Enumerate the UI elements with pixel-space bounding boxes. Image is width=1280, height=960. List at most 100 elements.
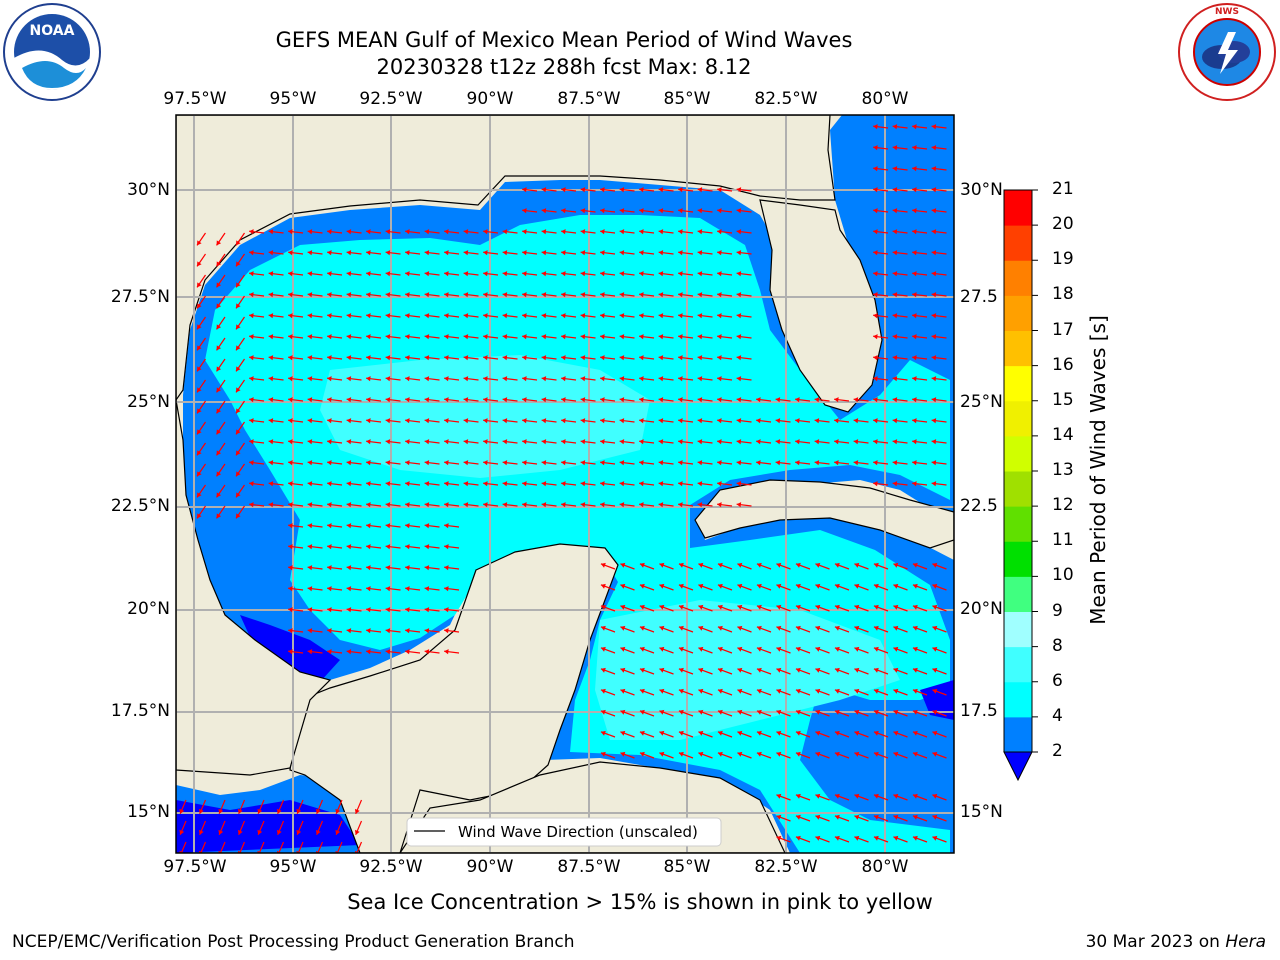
wind-arrow-head xyxy=(600,625,606,631)
wind-arrow-head xyxy=(931,397,937,403)
wind-arrow-head xyxy=(197,471,202,477)
wind-arrow-head xyxy=(639,625,645,631)
wind-arrow-head xyxy=(483,313,488,319)
wind-arrow-head xyxy=(424,523,430,529)
wind-arrow-head xyxy=(854,625,860,631)
wind-arrow-head xyxy=(522,502,527,508)
wind-arrow-head xyxy=(639,229,644,235)
wind-arrow-head xyxy=(639,604,645,610)
wind-arrow-head xyxy=(776,604,782,610)
wind-arrow-head xyxy=(249,355,254,361)
wind-arrow-head xyxy=(600,460,605,466)
wind-arrow-head xyxy=(834,625,840,631)
wind-arrow-head xyxy=(795,835,801,841)
wind-arrow-head xyxy=(580,376,586,382)
mexico-land xyxy=(176,399,332,776)
wind-arrow-head xyxy=(600,667,606,673)
wind-arrow-head xyxy=(580,271,586,277)
wind-arrow-head xyxy=(698,730,704,736)
lat-label-left: 30°N xyxy=(127,180,170,200)
wind-arrow-head xyxy=(346,523,352,529)
wind-arrow-head xyxy=(795,646,801,652)
wind-arrow-head xyxy=(561,208,566,214)
wind-arrow-head xyxy=(366,229,371,235)
wind-arrow-head xyxy=(873,688,879,694)
wind-arrow-head xyxy=(541,502,547,508)
wind-arrow-head xyxy=(854,562,860,568)
wind-arrow-head xyxy=(756,751,762,757)
colorbar-tick-label: 18 xyxy=(1052,284,1074,305)
wind-arrow-head xyxy=(658,355,664,361)
wind-arrow-head xyxy=(600,229,605,235)
wind-arrow-head xyxy=(268,502,274,508)
colorbar-tick-label: 9 xyxy=(1052,600,1063,621)
wind-arrow-head xyxy=(444,376,449,382)
wind-arrow-head xyxy=(346,544,352,550)
wind-arrow-head xyxy=(580,292,586,298)
wind-arrow-head xyxy=(717,460,722,466)
wind-arrow-head xyxy=(893,709,899,715)
wind-arrow-head xyxy=(502,481,508,487)
wind-arrow-head xyxy=(659,751,665,757)
wind-arrow-head xyxy=(795,418,800,424)
lat-label-left: 27.5°N xyxy=(110,287,170,307)
wind-arrow-head xyxy=(366,544,371,550)
wind-arrow-head xyxy=(405,376,410,382)
wind-arrow-head xyxy=(405,313,410,319)
wind-arrow-head xyxy=(912,835,918,841)
wind-arrow-head xyxy=(893,751,899,757)
wind-arrow-head xyxy=(619,481,625,487)
wind-arrow-head xyxy=(776,583,782,589)
lon-label-bottom: 95°W xyxy=(269,857,317,877)
wind-arrow-head xyxy=(678,604,684,610)
wind-arrow-head xyxy=(756,460,761,466)
wind-arrow-head xyxy=(424,544,430,550)
wind-arrow-head xyxy=(580,250,586,256)
wind-arrow-head xyxy=(815,667,821,673)
wind-arrow-head xyxy=(658,313,664,319)
wind-arrow-head xyxy=(659,667,665,673)
wind-arrow-head xyxy=(405,523,410,529)
wind-arrow-head xyxy=(236,366,241,372)
wind-arrow-head xyxy=(522,460,527,466)
wind-arrow-head xyxy=(580,208,586,214)
wind-arrow-head xyxy=(580,502,586,508)
wind-arrow-head xyxy=(561,460,566,466)
wind-arrow-head xyxy=(288,376,293,382)
wind-arrow-head xyxy=(717,688,723,694)
colorbar-segment xyxy=(1004,541,1032,577)
wind-arrow-head xyxy=(619,460,625,466)
wind-arrow-head xyxy=(873,439,878,445)
wind-arrow-head xyxy=(541,208,547,214)
wind-arrow-head xyxy=(697,418,703,424)
wind-arrow-head xyxy=(931,481,937,487)
wind-arrow-head xyxy=(463,397,469,403)
wind-arrow-head xyxy=(463,229,469,235)
wind-arrow-head xyxy=(197,387,202,393)
wind-arrow-head xyxy=(737,667,743,673)
wind-arrow-head xyxy=(893,688,899,694)
wind-arrow-head xyxy=(697,502,703,508)
wind-arrow-head xyxy=(463,418,469,424)
wind-arrow-head xyxy=(541,313,547,319)
wind-arrow-head xyxy=(892,271,898,277)
wind-arrow-head xyxy=(736,250,742,256)
wind-arrow-head xyxy=(658,208,664,214)
wind-arrow-head xyxy=(405,586,410,592)
wind-arrow-head xyxy=(580,313,586,319)
wind-arrow-head xyxy=(620,709,626,715)
wind-arrow-head xyxy=(444,418,449,424)
wind-arrow-head xyxy=(600,604,606,610)
wind-arrow-head xyxy=(776,814,782,820)
wind-arrow-head xyxy=(658,481,664,487)
wind-arrow-head xyxy=(561,313,566,319)
wind-arrow-head xyxy=(620,604,626,610)
wind-arrow-head xyxy=(795,814,801,820)
svg-text:NOAA: NOAA xyxy=(30,23,75,39)
wind-arrow-head xyxy=(268,376,274,382)
wind-arrow-head xyxy=(776,751,782,757)
wind-arrow-head xyxy=(912,460,917,466)
wind-arrow-head xyxy=(385,355,391,361)
wind-arrow-head xyxy=(385,544,391,550)
colorbar-tick-label: 2 xyxy=(1052,741,1063,761)
